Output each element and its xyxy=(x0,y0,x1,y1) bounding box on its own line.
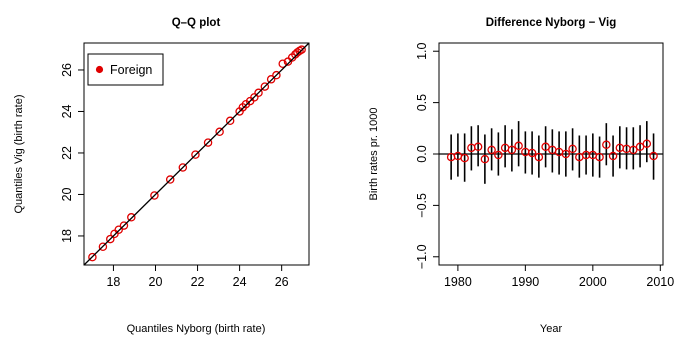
qq-point xyxy=(110,229,119,239)
difference-y-axis-label: Birth rates pr. 1000 xyxy=(368,108,380,201)
qq-point xyxy=(260,82,270,91)
qq-x-tick-label: 20 xyxy=(149,275,163,289)
difference-point xyxy=(487,145,496,155)
qq-y-axis: 18 20 22 24 26 xyxy=(60,63,84,243)
qq-point xyxy=(225,116,235,126)
qq-legend-marker xyxy=(95,65,104,74)
difference-point xyxy=(527,148,537,158)
qq-y-tick-label: 24 xyxy=(60,104,74,118)
difference-points-layer xyxy=(446,139,658,164)
qq-point xyxy=(114,225,123,234)
difference-point xyxy=(608,151,618,161)
qq-point xyxy=(150,191,159,200)
qq-y-tick-label: 20 xyxy=(60,187,74,201)
qq-point xyxy=(278,59,287,68)
difference-point xyxy=(480,154,490,164)
difference-point xyxy=(561,149,571,159)
qq-y-axis-label: Quantiles Vig (birth rate) xyxy=(13,94,25,213)
qq-plot-frame xyxy=(83,42,310,266)
difference-plot-panel: Difference Nyborg − Vig 1980 1990 2000 2010… xyxy=(368,17,674,335)
difference-point xyxy=(595,152,604,162)
difference-point xyxy=(649,151,658,161)
qq-x-tick-label: 22 xyxy=(191,275,205,289)
qq-points-layer xyxy=(88,45,306,262)
qq-point xyxy=(250,93,259,102)
difference-x-axis: 1980 1990 2000 2010 xyxy=(444,265,674,289)
qq-plot-panel: Q–Q plot 18 20 22 24 26 18 20 22 24 26 Quantiles… xyxy=(13,17,310,335)
qq-point xyxy=(272,70,281,80)
difference-point xyxy=(541,142,550,152)
qq-legend-label: Foreign xyxy=(110,63,152,77)
qq-point xyxy=(88,252,97,262)
difference-point xyxy=(635,142,645,152)
qq-x-tick-label: 26 xyxy=(275,275,289,289)
difference-point xyxy=(514,141,523,151)
difference-point xyxy=(642,139,652,148)
difference-x-axis-label: Year xyxy=(540,323,563,335)
qq-y-tick-label: 18 xyxy=(60,229,74,243)
qq-point xyxy=(106,234,115,244)
difference-point xyxy=(473,142,483,152)
qq-point xyxy=(127,213,136,222)
difference-y-tick-label: 0.0 xyxy=(415,145,429,162)
qq-point xyxy=(178,163,188,172)
difference-y-tick-label: −0.5 xyxy=(415,193,429,218)
difference-point xyxy=(494,150,503,160)
difference-point xyxy=(602,140,611,149)
error-bars-layer xyxy=(450,121,655,184)
qq-legend: Foreign xyxy=(87,53,164,86)
qq-point xyxy=(215,127,224,137)
qq-reference-line xyxy=(83,42,310,266)
difference-y-tick-label: 1.0 xyxy=(415,42,429,59)
difference-y-tick-label: −1.0 xyxy=(415,244,429,269)
difference-x-tick-label: 2000 xyxy=(579,275,607,289)
difference-point xyxy=(534,152,544,162)
qq-x-axis: 18 20 22 24 26 xyxy=(106,265,289,289)
difference-y-tick-label: 0.5 xyxy=(415,94,429,111)
qq-point xyxy=(119,221,129,230)
qq-point xyxy=(203,138,213,147)
difference-point xyxy=(507,145,517,155)
difference-x-tick-label: 2010 xyxy=(646,275,674,289)
qq-y-tick-label: 26 xyxy=(60,63,74,77)
qq-x-axis-label: Quantiles Nyborg (birth rate) xyxy=(127,323,266,335)
difference-point xyxy=(568,144,577,154)
difference-point xyxy=(460,153,469,163)
qq-plot-title: Q–Q plot xyxy=(172,17,221,29)
qq-point xyxy=(293,48,302,57)
qq-point xyxy=(165,175,175,184)
qq-x-tick-label: 24 xyxy=(233,275,247,289)
qq-point xyxy=(266,75,276,84)
difference-x-tick-label: 1980 xyxy=(444,275,472,289)
difference-x-tick-label: 1990 xyxy=(511,275,539,289)
qq-point xyxy=(297,45,306,54)
difference-plot-title: Difference Nyborg − Vig xyxy=(486,17,616,29)
qq-point xyxy=(254,88,263,98)
qq-point xyxy=(191,150,200,159)
difference-point xyxy=(629,145,638,155)
qq-point xyxy=(98,242,108,251)
difference-y-axis: −1.0 −0.5 0.0 0.5 1.0 xyxy=(415,42,439,269)
qq-y-tick-label: 22 xyxy=(60,146,74,160)
qq-x-tick-label: 18 xyxy=(106,275,120,289)
